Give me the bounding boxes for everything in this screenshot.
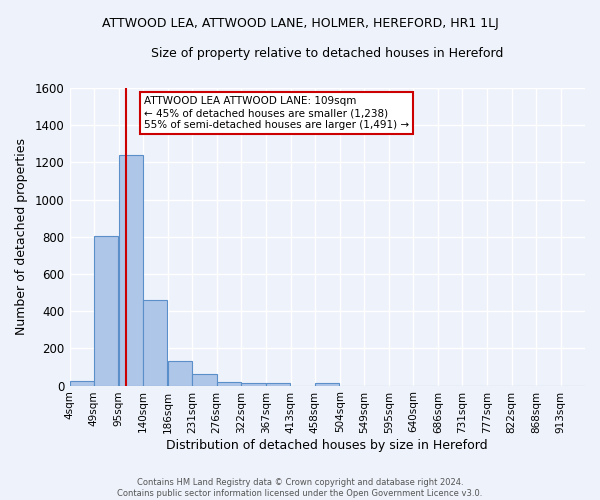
Bar — [94, 236, 118, 386]
Bar — [70, 381, 94, 386]
Y-axis label: Number of detached properties: Number of detached properties — [15, 138, 28, 336]
Bar — [119, 156, 143, 386]
X-axis label: Distribution of detached houses by size in Hereford: Distribution of detached houses by size … — [166, 440, 488, 452]
Bar — [241, 383, 266, 386]
Text: Contains HM Land Registry data © Crown copyright and database right 2024.
Contai: Contains HM Land Registry data © Crown c… — [118, 478, 482, 498]
Bar — [192, 374, 217, 386]
Bar — [168, 362, 192, 386]
Bar — [217, 382, 241, 386]
Title: Size of property relative to detached houses in Hereford: Size of property relative to detached ho… — [151, 48, 503, 60]
Bar — [315, 383, 339, 386]
Text: ATTWOOD LEA ATTWOOD LANE: 109sqm
← 45% of detached houses are smaller (1,238)
55: ATTWOOD LEA ATTWOOD LANE: 109sqm ← 45% o… — [144, 96, 409, 130]
Bar — [143, 300, 167, 386]
Text: ATTWOOD LEA, ATTWOOD LANE, HOLMER, HEREFORD, HR1 1LJ: ATTWOOD LEA, ATTWOOD LANE, HOLMER, HEREF… — [101, 18, 499, 30]
Bar — [266, 383, 290, 386]
